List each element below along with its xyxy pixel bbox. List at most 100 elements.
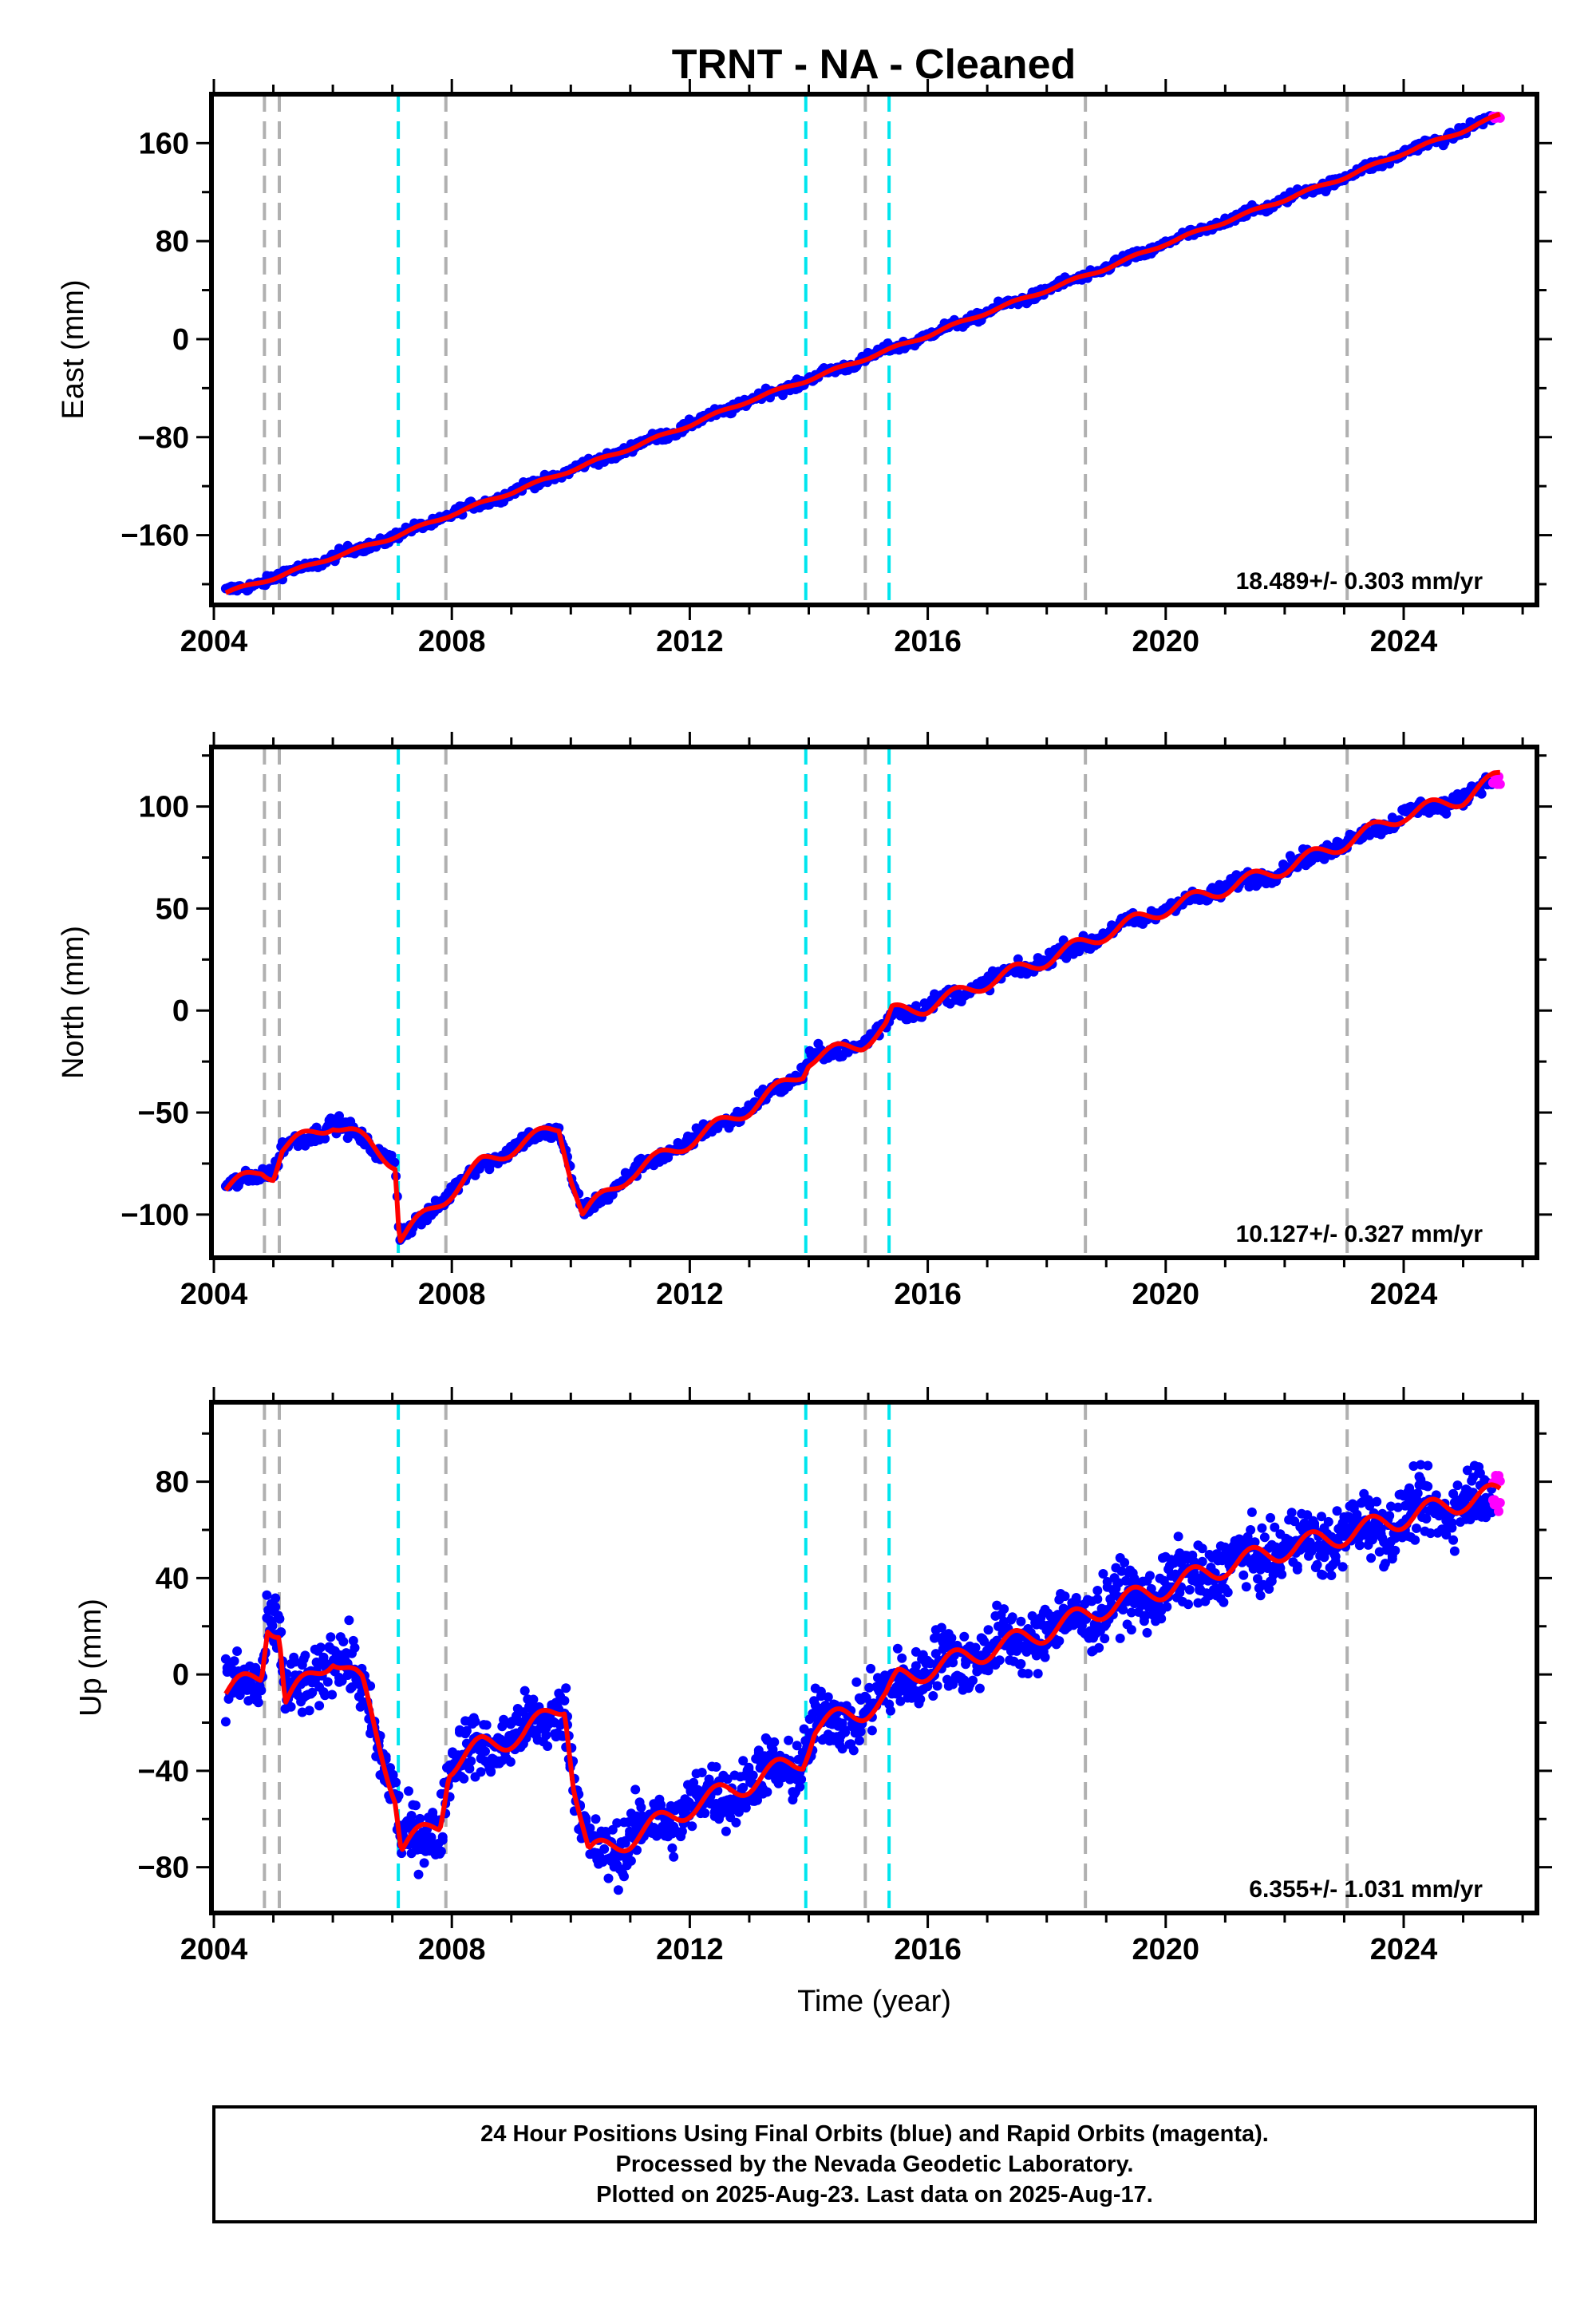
data-point [1326, 1571, 1337, 1580]
data-point [820, 1701, 831, 1710]
y-axis-label: North (mm) [57, 926, 90, 1079]
y-tick-label: 50 [156, 892, 189, 926]
x-tick-label: 2016 [894, 625, 962, 658]
data-point [466, 1756, 476, 1766]
data-point [1441, 808, 1452, 819]
data-point [1494, 1506, 1503, 1516]
x-tick-label: 2012 [656, 1933, 724, 1966]
data-point [505, 1757, 516, 1767]
data-point [897, 1653, 907, 1663]
data-point [796, 1774, 807, 1784]
model-line [224, 112, 1501, 595]
data-point [1253, 1574, 1262, 1584]
y-tick-label: 0 [172, 323, 189, 357]
panel-up: 2004 2008 2012 2016 2020 2024 −80 −40 0 40 80 Up (m… [74, 1387, 1552, 1966]
data-point [388, 1769, 398, 1780]
data-point [1126, 1607, 1136, 1618]
data-point [1092, 1594, 1103, 1604]
x-tick-label: 2012 [656, 1278, 724, 1311]
data-point [636, 1802, 646, 1812]
data-point [895, 1696, 906, 1706]
data-point [1094, 1642, 1104, 1653]
data-point [1013, 954, 1023, 964]
data-point [1277, 1569, 1287, 1579]
data-point [1259, 1532, 1270, 1543]
x-tick-label: 2008 [418, 1278, 486, 1311]
x-tick-label: 2016 [894, 1933, 962, 1966]
y-tick-label: −160 [120, 520, 189, 553]
data-point [344, 1615, 354, 1626]
data-point [1408, 1461, 1419, 1471]
data-point [1447, 1518, 1457, 1528]
panel-east: 2004 2008 2012 2016 2020 2024 −160 −80 0 80 160 Eas… [57, 79, 1552, 658]
x-tick-label: 2024 [1370, 1933, 1438, 1966]
data-point [499, 1714, 509, 1725]
data-point [1423, 1460, 1433, 1471]
x-tick-label: 2020 [1132, 1278, 1200, 1311]
data-point [1270, 1522, 1280, 1532]
data-point [738, 1756, 749, 1766]
y-tick-label: −80 [138, 1852, 189, 1885]
data-point [603, 1873, 614, 1883]
data-points [220, 770, 1505, 1245]
data-point [404, 1786, 413, 1796]
y-tick-label: −40 [138, 1755, 189, 1788]
data-point [1238, 1570, 1249, 1580]
data-point [534, 1724, 544, 1734]
data-point [1183, 1599, 1193, 1610]
data-point [561, 1683, 571, 1694]
data-point [419, 1858, 429, 1868]
data-point [315, 1642, 326, 1653]
data-point [983, 1625, 994, 1635]
x-tick-label: 2004 [180, 625, 248, 658]
panel-frame [209, 745, 1539, 1260]
data-point [1071, 1595, 1081, 1606]
data-point [591, 1814, 601, 1824]
data-point [864, 1682, 875, 1693]
data-point [1317, 1512, 1326, 1522]
data-point [1246, 1507, 1257, 1517]
data-point [406, 1811, 417, 1820]
data-point [1060, 1591, 1070, 1602]
data-point [307, 1687, 318, 1697]
data-point [1146, 1583, 1156, 1594]
data-point [1452, 1480, 1463, 1491]
x-tick-label: 2004 [180, 1933, 248, 1966]
data-point [220, 1717, 231, 1727]
data-point [928, 1691, 938, 1701]
data-point [614, 1851, 625, 1861]
data-point [848, 1745, 859, 1756]
data-point [1476, 788, 1487, 799]
data-point [1126, 1625, 1136, 1635]
data-point [1412, 1524, 1421, 1533]
panel-frame [209, 92, 1539, 607]
data-point [970, 1642, 981, 1653]
data-point [262, 1590, 272, 1600]
data-point [1092, 1586, 1103, 1595]
data-point [620, 1838, 630, 1848]
data-point [1385, 1511, 1395, 1521]
data-point [320, 1690, 330, 1701]
data-point [607, 1824, 618, 1835]
y-tick-label: −50 [138, 1097, 189, 1130]
data-point [1244, 882, 1254, 892]
data-point [768, 1745, 778, 1755]
data-point [1255, 1591, 1266, 1601]
data-point [1264, 1584, 1274, 1594]
data-point [1286, 1508, 1297, 1518]
data-point [338, 1637, 349, 1646]
data-point [1016, 1616, 1026, 1626]
y-tick-label: −80 [138, 421, 189, 455]
data-point [464, 1764, 475, 1774]
data-point [959, 1631, 970, 1642]
data-point [320, 1133, 330, 1144]
data-point [389, 1157, 400, 1168]
y-axis-label: Up (mm) [74, 1599, 108, 1717]
data-point [350, 1642, 360, 1653]
data-point [300, 1650, 310, 1661]
data-point [428, 1808, 438, 1818]
data-point [744, 1762, 754, 1773]
data-point [1332, 1506, 1342, 1516]
rate-label: 6.355+/- 1.031 mm/yr [1249, 1876, 1483, 1903]
data-point [541, 1730, 551, 1741]
